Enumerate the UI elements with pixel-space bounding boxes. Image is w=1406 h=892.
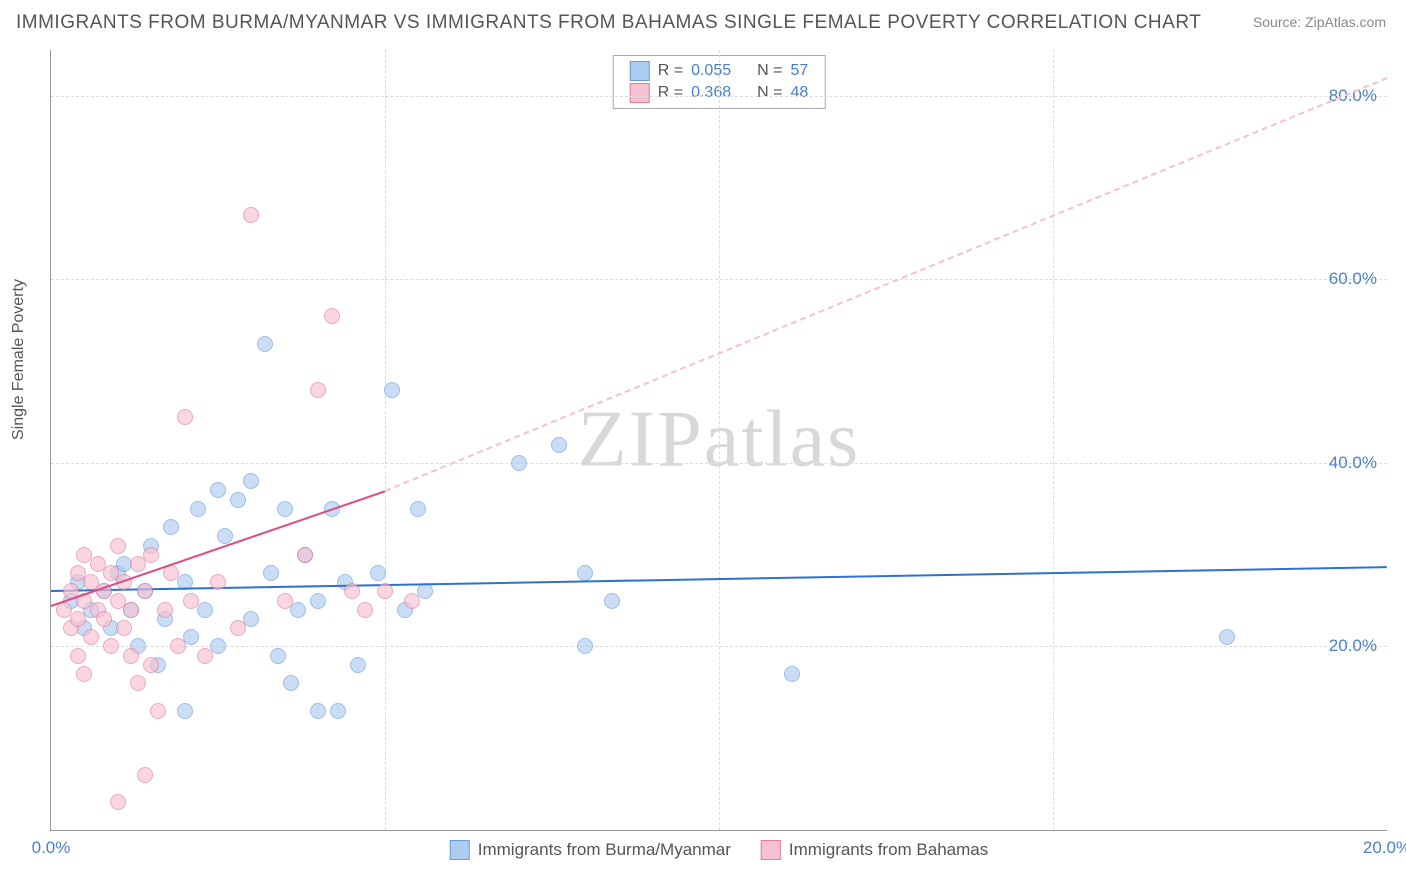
chart-title: IMMIGRANTS FROM BURMA/MYANMAR VS IMMIGRA… xyxy=(16,12,1201,34)
legend-n-label: N = xyxy=(757,84,782,102)
data-point xyxy=(183,593,199,609)
data-point xyxy=(577,638,593,654)
data-point xyxy=(177,409,193,425)
data-point xyxy=(137,767,153,783)
data-point xyxy=(96,611,112,627)
data-point xyxy=(197,602,213,618)
x-tick-label: 20.0% xyxy=(1363,838,1406,858)
data-point xyxy=(70,611,86,627)
data-point xyxy=(243,207,259,223)
data-point xyxy=(297,547,313,563)
data-point xyxy=(230,620,246,636)
data-point xyxy=(310,703,326,719)
data-point xyxy=(577,565,593,581)
data-point xyxy=(143,547,159,563)
data-point xyxy=(210,638,226,654)
data-point xyxy=(357,602,373,618)
source-label: Source: ZipAtlas.com xyxy=(1253,14,1386,30)
data-point xyxy=(116,620,132,636)
trend-line-dashed xyxy=(385,78,1388,493)
y-axis-label: Single Female Poverty xyxy=(10,279,28,440)
data-point xyxy=(70,648,86,664)
data-point xyxy=(370,565,386,581)
data-point xyxy=(263,565,279,581)
data-point xyxy=(310,593,326,609)
data-point xyxy=(210,574,226,590)
legend-series-item: Immigrants from Bahamas xyxy=(761,840,988,860)
grid-line-v xyxy=(719,50,720,830)
data-point xyxy=(410,501,426,517)
legend-series-item: Immigrants from Burma/Myanmar xyxy=(450,840,731,860)
legend-r-label: R = xyxy=(658,62,683,80)
plot-area: ZIPatlas R =0.055N =57R =0.368N =48 Immi… xyxy=(50,50,1387,831)
data-point xyxy=(511,455,527,471)
y-tick-label: 80.0% xyxy=(1329,86,1377,106)
data-point xyxy=(137,583,153,599)
data-point xyxy=(150,703,166,719)
data-point xyxy=(163,519,179,535)
legend-n-value: 48 xyxy=(790,84,808,102)
legend-r-value: 0.055 xyxy=(691,62,731,80)
data-point xyxy=(217,528,233,544)
data-point xyxy=(183,629,199,645)
legend-series-label: Immigrants from Bahamas xyxy=(789,840,988,860)
legend-swatch xyxy=(630,61,650,81)
data-point xyxy=(417,583,433,599)
data-point xyxy=(170,638,186,654)
data-point xyxy=(290,602,306,618)
data-point xyxy=(103,638,119,654)
legend-swatch xyxy=(761,840,781,860)
data-point xyxy=(210,482,226,498)
y-tick-label: 20.0% xyxy=(1329,636,1377,656)
data-point xyxy=(330,703,346,719)
data-point xyxy=(230,492,246,508)
legend-swatch xyxy=(450,840,470,860)
data-point xyxy=(143,657,159,673)
data-point xyxy=(110,538,126,554)
data-point xyxy=(1219,629,1235,645)
legend-n-label: N = xyxy=(757,62,782,80)
data-point xyxy=(83,629,99,645)
data-point xyxy=(344,583,360,599)
data-point xyxy=(404,593,420,609)
y-tick-label: 60.0% xyxy=(1329,269,1377,289)
data-point xyxy=(123,602,139,618)
data-point xyxy=(551,437,567,453)
data-point xyxy=(190,501,206,517)
data-point xyxy=(310,382,326,398)
data-point xyxy=(604,593,620,609)
data-point xyxy=(257,336,273,352)
data-point xyxy=(277,593,293,609)
data-point xyxy=(350,657,366,673)
data-point xyxy=(784,666,800,682)
data-point xyxy=(277,501,293,517)
data-point xyxy=(130,675,146,691)
data-point xyxy=(157,602,173,618)
legend-r-label: R = xyxy=(658,84,683,102)
data-point xyxy=(283,675,299,691)
data-point xyxy=(384,382,400,398)
data-point xyxy=(377,583,393,599)
legend-series: Immigrants from Burma/Myanmar Immigrants … xyxy=(450,840,989,860)
data-point xyxy=(197,648,213,664)
data-point xyxy=(270,648,286,664)
legend-swatch xyxy=(630,83,650,103)
data-point xyxy=(177,703,193,719)
data-point xyxy=(110,794,126,810)
data-point xyxy=(243,473,259,489)
legend-series-label: Immigrants from Burma/Myanmar xyxy=(478,840,731,860)
data-point xyxy=(123,648,139,664)
data-point xyxy=(243,611,259,627)
data-point xyxy=(324,308,340,324)
grid-line-v xyxy=(1053,50,1054,830)
legend-n-value: 57 xyxy=(790,62,808,80)
x-tick-label: 0.0% xyxy=(32,838,71,858)
legend-r-value: 0.368 xyxy=(691,84,731,102)
data-point xyxy=(76,666,92,682)
y-tick-label: 40.0% xyxy=(1329,453,1377,473)
grid-line-v xyxy=(385,50,386,830)
